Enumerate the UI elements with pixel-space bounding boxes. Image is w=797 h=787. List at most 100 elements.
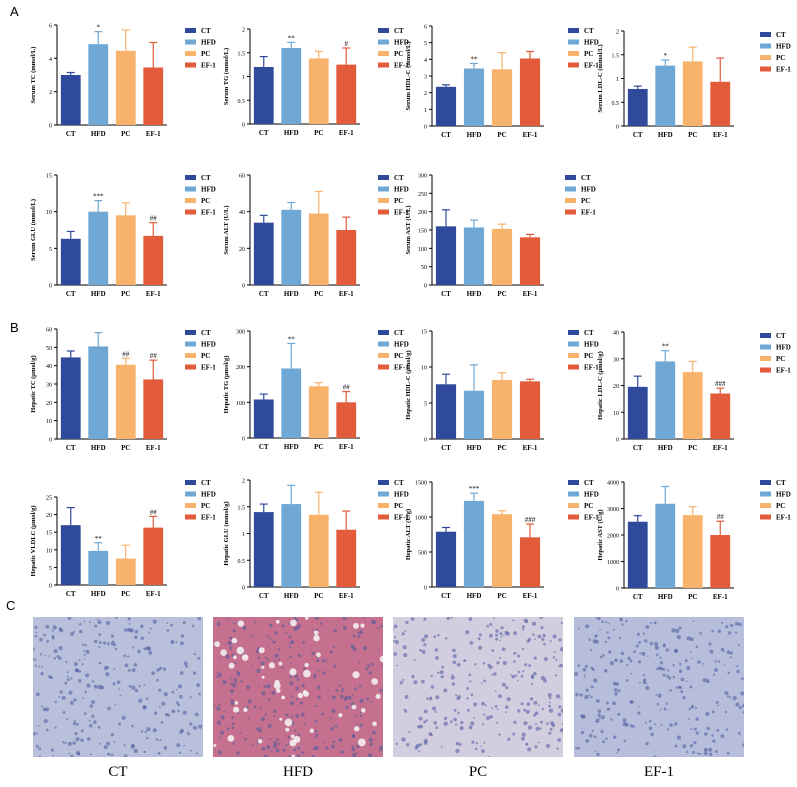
nucleus: [78, 659, 81, 661]
nucleus: [421, 649, 426, 654]
nucleus: [594, 750, 597, 753]
x-tick-label: CT: [633, 444, 643, 452]
nucleus: [403, 653, 408, 658]
legend-label: CT: [776, 332, 786, 340]
legend-swatch: [760, 344, 771, 350]
tissue-texture: [213, 617, 383, 757]
nucleus: [607, 707, 611, 711]
nucleus: [226, 618, 229, 620]
nucleus: [121, 715, 126, 720]
lipid-droplet: [352, 671, 360, 679]
nucleus: [588, 694, 591, 697]
bar-ef-1: [336, 230, 357, 285]
x-tick-label: PC: [121, 444, 130, 452]
nucleus: [40, 671, 44, 676]
y-axis-title: Serum TC (mmol/L): [30, 47, 37, 104]
legend-label: PC: [201, 197, 210, 205]
nucleus: [598, 717, 601, 720]
legend-label: EF-1: [394, 364, 409, 372]
nucleus: [676, 735, 681, 740]
significance-mark: ##: [717, 513, 725, 521]
nucleus: [332, 646, 336, 649]
nucleus: [595, 617, 598, 619]
nucleus: [74, 731, 78, 736]
nucleus: [362, 646, 368, 651]
bar-pc: [308, 386, 329, 438]
nucleus: [521, 736, 525, 741]
lipid-droplet: [289, 668, 297, 676]
legend-label: CT: [584, 479, 594, 487]
nucleus: [293, 617, 297, 620]
nucleus: [424, 634, 429, 639]
nucleus: [301, 751, 305, 755]
nucleus: [623, 739, 627, 743]
nucleus: [216, 672, 219, 674]
nucleus: [33, 658, 35, 661]
legend-swatch: [378, 503, 389, 508]
nucleus: [654, 645, 659, 650]
nucleus: [219, 730, 224, 735]
nucleus: [35, 744, 39, 748]
nucleus: [669, 723, 673, 727]
bar-ef-1: [143, 379, 164, 439]
nucleus: [340, 750, 344, 754]
nucleus: [592, 639, 597, 644]
nucleus: [51, 629, 54, 632]
nucleus: [290, 695, 293, 698]
nucleus: [435, 726, 439, 729]
y-tick-label: 5: [424, 41, 427, 47]
bar-ef-1: [519, 58, 541, 126]
nucleus: [296, 678, 300, 681]
nucleus: [289, 655, 292, 659]
nucleus: [732, 696, 737, 701]
x-tick-label: CT: [441, 290, 451, 298]
nucleus: [356, 752, 359, 755]
x-tick-label: CT: [441, 444, 451, 452]
legend-label: CT: [581, 174, 591, 182]
nucleus: [259, 726, 262, 729]
y-tick-label: 1000: [607, 560, 619, 566]
nucleus: [70, 754, 74, 757]
nucleus: [585, 624, 590, 629]
nucleus: [665, 648, 669, 652]
y-tick-label: 0: [616, 587, 619, 593]
nucleus: [516, 679, 519, 682]
nucleus: [585, 688, 589, 692]
lipid-droplet: [303, 691, 309, 697]
nucleus: [91, 700, 96, 705]
nucleus: [281, 624, 285, 628]
nucleus: [642, 674, 646, 677]
bar-ct: [253, 512, 274, 587]
legend-swatch: [378, 364, 389, 370]
legend-swatch: [378, 353, 389, 358]
nucleus: [401, 737, 406, 742]
legend-swatch: [760, 503, 771, 508]
nucleus: [314, 720, 318, 723]
x-tick-label: PC: [688, 593, 697, 600]
nucleus: [629, 659, 633, 663]
y-tick-label: 1000: [415, 516, 427, 522]
tissue-background: [213, 617, 383, 757]
lipid-droplet: [305, 617, 309, 620]
nucleus: [158, 706, 161, 708]
legend-label: HFD: [394, 39, 409, 47]
nucleus: [314, 617, 319, 620]
nucleus: [273, 715, 275, 718]
nucleus: [359, 723, 363, 727]
nucleus: [512, 732, 516, 736]
nucleus: [453, 717, 457, 722]
lipid-droplet: [313, 630, 319, 636]
nucleus: [459, 726, 464, 731]
nucleus: [194, 712, 199, 717]
nucleus: [498, 733, 501, 736]
bar-pc: [308, 514, 329, 587]
nucleus: [216, 706, 221, 711]
nucleus: [81, 663, 84, 666]
nucleus: [342, 626, 347, 630]
x-tick-label: HFD: [91, 130, 106, 138]
nucleus: [738, 622, 742, 627]
nucleus: [584, 694, 589, 700]
nucleus: [560, 622, 563, 625]
nucleus: [548, 704, 551, 708]
nucleus: [56, 655, 60, 658]
